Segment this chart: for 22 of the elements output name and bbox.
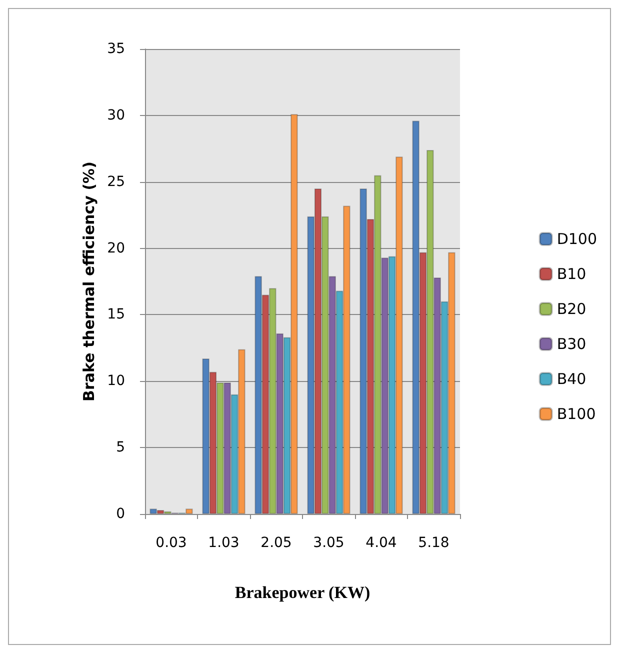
x-tick-label: 1.03 bbox=[208, 535, 240, 551]
x-tick-label: 4.04 bbox=[366, 535, 397, 551]
legend-label: B10 bbox=[556, 265, 586, 283]
x-tick-label: 3.05 bbox=[313, 535, 344, 551]
legend-label: B40 bbox=[556, 370, 586, 388]
y-tick-label: 0 bbox=[116, 506, 125, 522]
y-tick-label: 30 bbox=[107, 107, 125, 124]
x-tick-label: 2.05 bbox=[260, 535, 292, 551]
y-axis-title: Brake thermal efficiency (%) bbox=[80, 162, 98, 402]
y-tick-label: 35 bbox=[107, 41, 125, 57]
y-tick-label: 10 bbox=[107, 373, 125, 390]
y-tick-label: 5 bbox=[116, 440, 125, 456]
legend-label: D100 bbox=[556, 230, 598, 248]
legend-label: B30 bbox=[556, 335, 586, 353]
y-tick-label: 25 bbox=[107, 174, 125, 190]
x-tick-label: 0.03 bbox=[156, 535, 187, 551]
legend-label: B20 bbox=[556, 300, 586, 318]
y-tick-label: 20 bbox=[107, 240, 125, 256]
y-tick-label: 15 bbox=[107, 306, 125, 323]
x-tick-label: 5.18 bbox=[418, 535, 450, 551]
x-axis-title: Brakepower (KW) bbox=[234, 583, 370, 602]
legend-label: B100 bbox=[556, 405, 596, 423]
